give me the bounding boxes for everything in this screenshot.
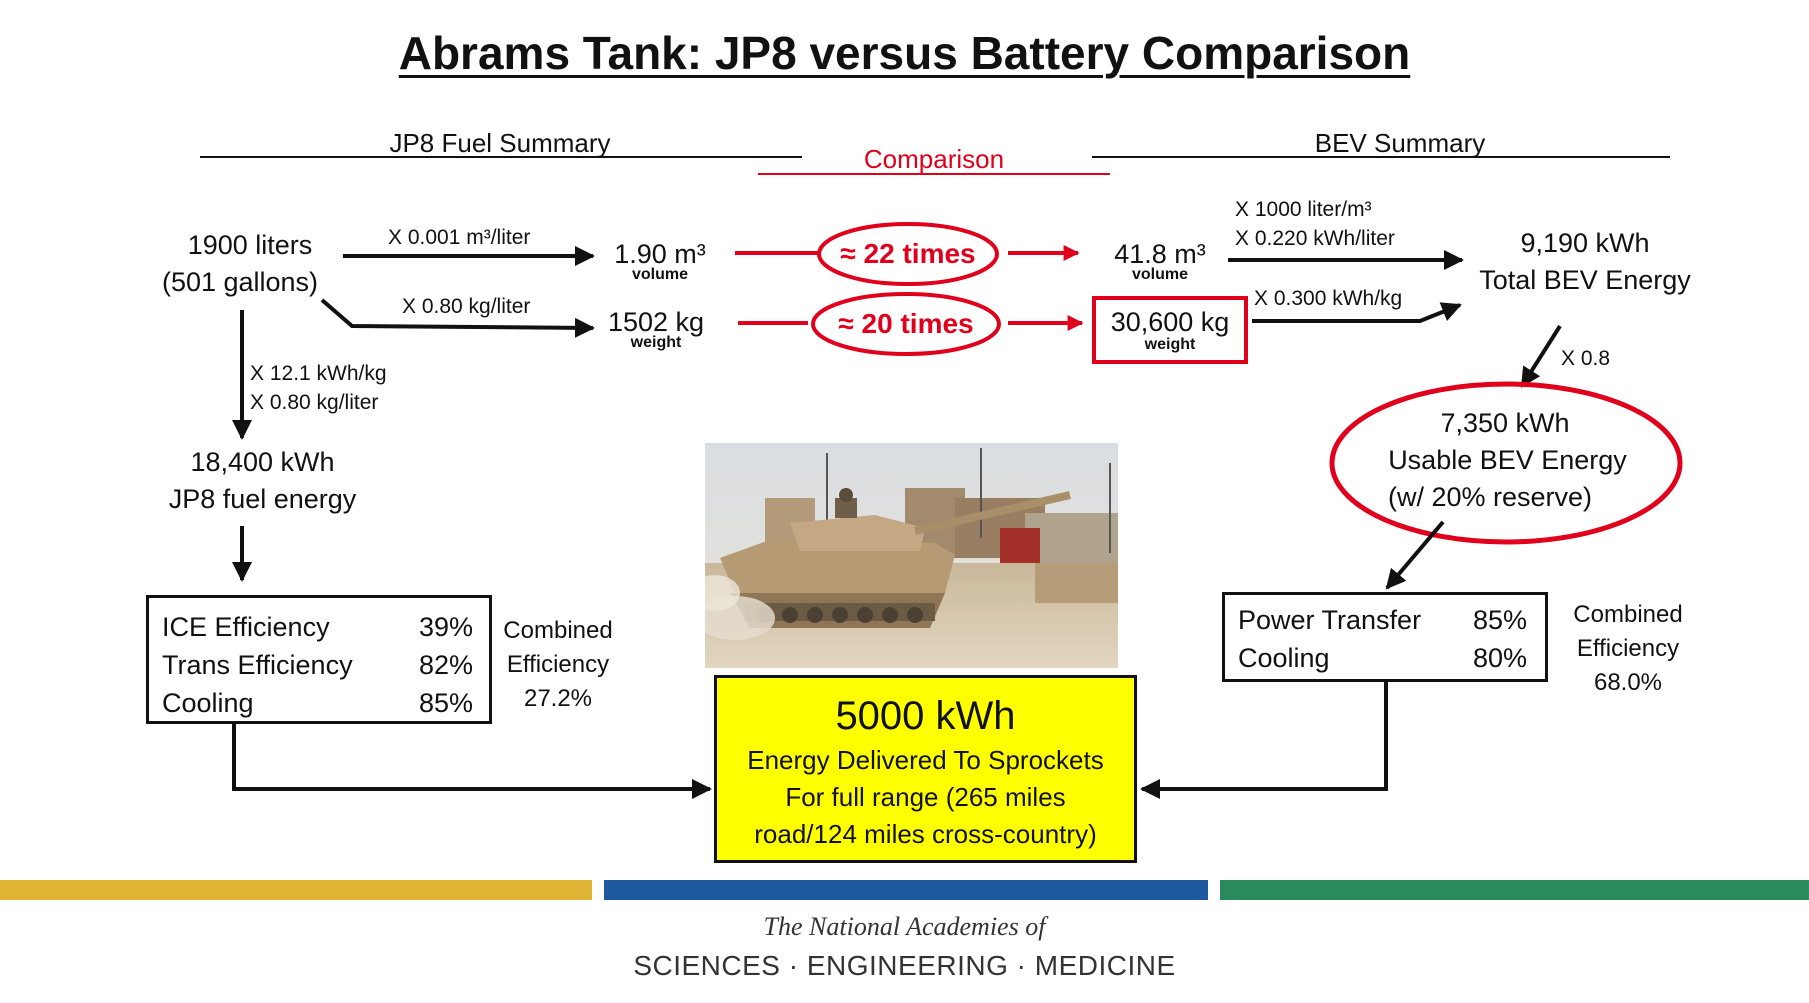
footer-logo-line-2: SCIENCES · ENGINEERING · MEDICINE	[633, 950, 1176, 981]
combined-label: Combined	[503, 617, 613, 644]
footer-bar-blue	[604, 880, 1208, 900]
jp8-summary-header: JP8 Fuel Summary	[389, 128, 611, 158]
jp8-gallons: (501 gallons)	[161, 267, 319, 297]
bev-conversion-3: X 0.300 kWh/kg	[1254, 287, 1403, 310]
efficiency-value: 80%	[1472, 643, 1527, 673]
weight-ratio: ≈ 20 times	[838, 308, 974, 339]
efficiency-row: ICE Efficiency 39%	[162, 608, 473, 646]
bev-combined-efficiency: Combined Efficiency 68.0%	[1558, 598, 1698, 700]
bev-conversion-2: X 0.220 kWh/liter	[1235, 227, 1395, 250]
combined-value: 27.2%	[523, 685, 593, 712]
efficiency-row: Cooling 80%	[1238, 639, 1527, 677]
efficiency-name: Trans Efficiency	[162, 650, 353, 680]
efficiency-row: Trans Efficiency 82%	[162, 646, 473, 684]
efficiency-name: Power Transfer	[1238, 605, 1422, 635]
jp8-liters: 1900 liters	[187, 230, 313, 260]
jp8-volume-value: 1.90 m³	[614, 239, 706, 269]
bev-weight-highlight	[1092, 296, 1248, 364]
bev-total-value: 9,190 kWh	[1520, 228, 1650, 258]
jp8-efficiency-box: ICE Efficiency 39% Trans Efficiency 82% …	[146, 595, 492, 724]
volume-ratio: ≈ 22 times	[840, 238, 976, 269]
bev-weight-value: 30,600 kg	[1110, 307, 1230, 337]
bev-volume-value: 41.8 m³	[1114, 239, 1206, 269]
bev-total-label: Total BEV Energy	[1479, 265, 1691, 295]
efficiency-value: 82%	[418, 650, 473, 680]
result-line-1: Energy Delivered To Sprockets	[747, 745, 1104, 775]
jp8-combined-efficiency: Combined Efficiency 27.2%	[492, 614, 624, 716]
combined-label: Combined	[1573, 601, 1683, 628]
efficiency-row: Power Transfer 85%	[1238, 601, 1527, 639]
bev-efficiency-box: Power Transfer 85% Cooling 80%	[1222, 592, 1548, 682]
efficiency-row: Cooling 85%	[162, 684, 473, 722]
jp8-energy-conversion-1: X 12.1 kWh/kg	[250, 362, 387, 385]
result-box: 5000 kWh Energy Delivered To Sprockets F…	[714, 675, 1137, 863]
bev-usable-value: 7,350 kWh	[1440, 408, 1570, 438]
bev-summary-header: BEV Summary	[1314, 128, 1486, 158]
jp8-weight-value: 1502 kg	[607, 307, 705, 337]
abrams-tank-photo	[705, 443, 1118, 668]
bev-volume-label: volume	[1131, 266, 1188, 283]
result-value: 5000 kWh	[835, 694, 1016, 738]
combined-label: Efficiency	[506, 651, 610, 678]
bev-usable-label: Usable BEV Energy	[1388, 445, 1627, 475]
comparison-header: Comparison	[863, 144, 1005, 174]
jp8-weight-label: weight	[630, 334, 682, 351]
bev-weight-label: weight	[1144, 336, 1196, 353]
jp8-volume-label: volume	[631, 266, 688, 283]
footer-logo-line-1: The National Academies of	[763, 912, 1046, 941]
efficiency-value: 85%	[418, 688, 473, 718]
bev-usable-factor: X 0.8	[1561, 347, 1611, 370]
efficiency-value: 39%	[418, 612, 473, 642]
efficiency-name: Cooling	[1238, 643, 1330, 673]
result-line-2: For full range (265 miles	[785, 782, 1066, 812]
bev-conversion-1: X 1000 liter/m³	[1235, 198, 1372, 221]
efficiency-value: 85%	[1472, 605, 1527, 635]
efficiency-name: Cooling	[162, 688, 254, 718]
jp8-weight-conversion: X 0.80 kg/liter	[402, 295, 531, 318]
footer-bar-gold	[0, 880, 592, 900]
combined-value: 68.0%	[1593, 669, 1663, 696]
bev-usable-reserve: (w/ 20% reserve)	[1387, 482, 1593, 512]
footer-bar-green	[1220, 880, 1809, 900]
jp8-energy-value: 18,400 kWh	[190, 447, 335, 477]
result-line-3: road/124 miles cross-country)	[754, 819, 1097, 849]
combined-label: Efficiency	[1576, 635, 1680, 662]
jp8-volume-conversion: X 0.001 m³/liter	[388, 226, 531, 249]
jp8-energy-conversion-2: X 0.80 kg/liter	[250, 391, 379, 414]
efficiency-name: ICE Efficiency	[162, 612, 330, 642]
jp8-energy-label: JP8 fuel energy	[168, 484, 357, 514]
slide-title: Abrams Tank: JP8 versus Battery Comparis…	[398, 27, 1411, 79]
